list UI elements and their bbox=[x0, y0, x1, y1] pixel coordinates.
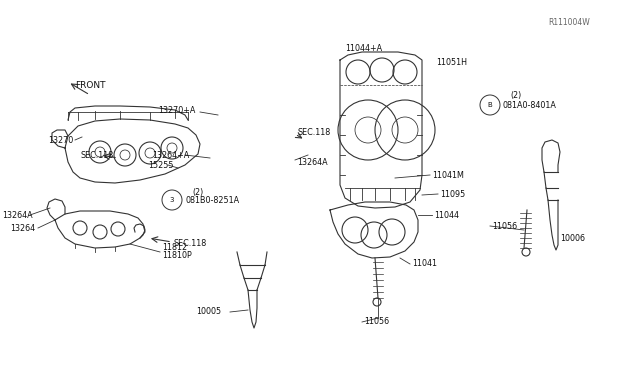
Text: 081B0-8251A: 081B0-8251A bbox=[185, 196, 239, 205]
Text: 11051H: 11051H bbox=[436, 58, 467, 67]
Text: 11812: 11812 bbox=[162, 244, 187, 253]
Text: R111004W: R111004W bbox=[548, 17, 589, 26]
Text: (2): (2) bbox=[510, 90, 521, 99]
Text: 11810P: 11810P bbox=[162, 251, 192, 260]
Text: SEC.118: SEC.118 bbox=[298, 128, 332, 137]
Text: (2): (2) bbox=[192, 187, 204, 196]
Text: 10006: 10006 bbox=[560, 234, 585, 243]
Text: B: B bbox=[488, 102, 492, 108]
Text: 13270+A: 13270+A bbox=[158, 106, 195, 115]
Text: 13264+A: 13264+A bbox=[152, 151, 189, 160]
Text: 081A0-8401A: 081A0-8401A bbox=[503, 100, 557, 109]
Text: 11056: 11056 bbox=[364, 317, 389, 327]
Text: 10005: 10005 bbox=[196, 308, 221, 317]
Text: 13264A: 13264A bbox=[297, 157, 328, 167]
Text: 13264: 13264 bbox=[10, 224, 35, 232]
Text: 13270: 13270 bbox=[48, 135, 73, 144]
Text: 11044+A: 11044+A bbox=[345, 44, 382, 52]
Text: 11041: 11041 bbox=[412, 260, 437, 269]
Text: FRONT: FRONT bbox=[75, 80, 106, 90]
Text: 11095: 11095 bbox=[440, 189, 465, 199]
Text: 15255: 15255 bbox=[148, 160, 173, 170]
Text: 11056: 11056 bbox=[492, 221, 517, 231]
Text: SEC.118: SEC.118 bbox=[174, 240, 207, 248]
Text: 13264A: 13264A bbox=[2, 211, 33, 219]
Text: 11044: 11044 bbox=[434, 211, 459, 219]
Text: 3: 3 bbox=[170, 197, 174, 203]
Text: SEC.118: SEC.118 bbox=[80, 151, 113, 160]
Text: 11041M: 11041M bbox=[432, 170, 464, 180]
